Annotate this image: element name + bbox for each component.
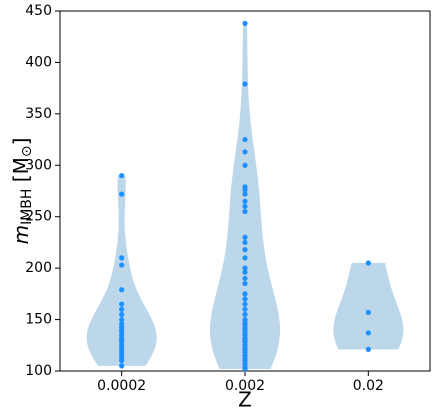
x-axis-label: Z <box>238 388 252 412</box>
data-point <box>242 198 248 204</box>
data-point <box>242 162 248 168</box>
data-point <box>242 255 248 261</box>
data-point <box>119 311 125 318</box>
y-tick-label: 350 <box>25 106 52 122</box>
data-point <box>242 187 248 193</box>
data-point <box>242 247 248 253</box>
data-point <box>242 275 248 282</box>
data-point <box>365 309 371 315</box>
y-label-unit: [M <box>9 157 33 188</box>
data-point <box>119 301 125 307</box>
data-point <box>242 203 248 210</box>
data-point <box>242 296 248 302</box>
data-point <box>119 306 125 312</box>
y-label-unit-subscript: ⊙ <box>19 145 35 157</box>
data-point <box>242 239 248 246</box>
y-label-symbol: m <box>9 225 33 244</box>
data-point <box>242 366 248 372</box>
data-point <box>119 316 125 323</box>
data-point <box>119 191 125 197</box>
data-point <box>242 311 248 318</box>
data-point <box>242 265 248 271</box>
y-tick-label: 100 <box>25 363 52 379</box>
data-point <box>119 287 125 293</box>
y-tick-label: 300 <box>25 157 52 173</box>
data-point <box>242 149 248 155</box>
data-point <box>242 291 248 297</box>
data-point <box>119 363 125 369</box>
violin <box>333 263 404 350</box>
data-point <box>242 191 248 197</box>
data-point <box>365 330 371 336</box>
data-point <box>242 136 248 143</box>
data-point <box>242 81 248 87</box>
violin <box>86 175 157 366</box>
data-point <box>365 346 371 352</box>
y-axis-label: mIMBH [M⊙] <box>9 138 36 245</box>
y-tick-label: 250 <box>25 209 52 225</box>
y-label-bracket: ] <box>9 138 33 146</box>
data-point <box>119 262 125 268</box>
y-tick-label: 200 <box>25 260 52 276</box>
data-point <box>242 20 248 26</box>
data-point <box>119 172 125 179</box>
data-point <box>242 301 248 307</box>
data-point <box>242 208 248 215</box>
data-point <box>365 260 371 266</box>
y-tick-label: 400 <box>25 54 52 70</box>
y-tick-label: 450 <box>25 3 52 19</box>
data-point <box>119 358 125 364</box>
y-tick-label: 150 <box>25 312 52 328</box>
data-point <box>242 269 248 275</box>
x-tick-label: 0.0002 <box>97 378 146 394</box>
data-point <box>242 234 248 240</box>
data-point <box>119 255 125 261</box>
data-point <box>242 306 248 312</box>
x-tick-label: 0.002 <box>225 378 265 394</box>
x-tick-label: 0.02 <box>353 378 384 394</box>
y-label-subscript: IMBH <box>19 189 35 225</box>
data-point <box>242 280 248 287</box>
